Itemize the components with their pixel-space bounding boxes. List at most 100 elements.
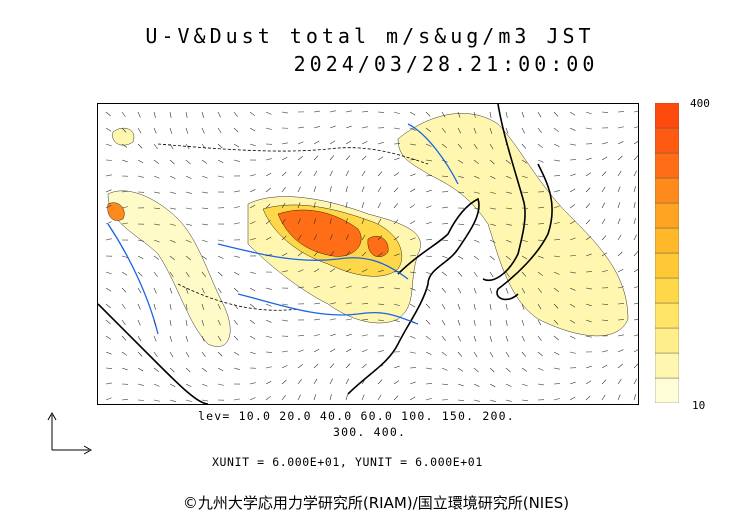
wind-arrow — [377, 171, 383, 177]
wind-arrow — [169, 383, 176, 388]
wind-arrow — [265, 287, 272, 290]
wind-arrow — [121, 190, 128, 193]
wind-arrow — [537, 319, 542, 326]
wind-arrow — [425, 335, 431, 341]
wind-arrow — [393, 187, 399, 193]
wind-arrow — [425, 221, 432, 225]
wind-arrow — [553, 367, 560, 370]
copyright-credit: ©九州大学応用力学研究所(RIAM)/国立環境研究所(NIES) — [182, 494, 570, 512]
wind-arrow — [473, 239, 480, 243]
wind-arrow — [121, 111, 126, 118]
wind-arrow — [585, 236, 592, 241]
wind-arrow — [569, 287, 576, 291]
wind-arrow — [105, 303, 111, 309]
colorbar-swatch — [655, 227, 679, 254]
wind-arrow — [505, 383, 512, 387]
wind-arrow — [457, 399, 464, 402]
wind-arrow — [169, 303, 172, 310]
wind-arrow — [409, 111, 416, 116]
wind-arrow — [217, 351, 223, 357]
wind-arrow — [569, 271, 576, 274]
wind-arrow — [137, 319, 141, 326]
wind-arrow — [201, 159, 208, 164]
wind-arrow — [105, 382, 112, 385]
wind-arrow — [361, 202, 365, 209]
wind-arrow — [553, 221, 560, 225]
wind-arrow — [505, 175, 512, 179]
wind-arrow — [297, 251, 303, 257]
wind-arrow — [361, 186, 365, 193]
wind-arrow — [201, 271, 207, 277]
wind-arrow — [137, 143, 143, 149]
wind-arrow — [329, 378, 333, 385]
wind-arrow — [457, 351, 463, 357]
wind-arrow — [249, 351, 256, 355]
wind-arrow — [185, 303, 188, 310]
colorbar-min-label: 10 — [692, 399, 706, 412]
wind-arrow — [393, 335, 400, 338]
wind-arrow — [281, 186, 286, 193]
wind-arrow — [521, 383, 528, 387]
wind-arrow — [425, 271, 432, 275]
wind-arrow — [217, 287, 222, 294]
wind-arrow — [249, 238, 256, 241]
wind-arrow — [105, 397, 112, 401]
wind-arrow — [505, 319, 508, 326]
wind-arrow — [377, 186, 382, 193]
wind-arrow — [185, 367, 191, 373]
colorbar-swatch — [655, 302, 679, 329]
dust-map — [97, 103, 639, 405]
wind-arrow — [377, 252, 384, 257]
wind-arrow — [457, 223, 465, 225]
wind-arrow — [473, 111, 476, 118]
wind-arrow — [121, 335, 127, 341]
wind-arrow — [409, 319, 416, 324]
wind-arrow — [473, 175, 480, 179]
wind-arrow — [201, 367, 207, 372]
wind-arrow — [121, 351, 128, 356]
wind-arrow — [265, 127, 272, 130]
wind-arrow — [169, 351, 174, 358]
wind-arrow — [137, 351, 143, 357]
wind-arrow — [633, 302, 638, 305]
wind-arrow — [233, 111, 238, 117]
wind-arrow — [585, 335, 592, 338]
wind-arrow — [425, 319, 431, 325]
wind-arrow — [489, 127, 493, 134]
wind-arrow — [441, 271, 447, 276]
wind-arrow — [185, 223, 192, 226]
wind-arrow — [633, 378, 638, 385]
wind-arrow — [281, 319, 288, 322]
wind-arrow — [537, 287, 542, 293]
wind-arrow — [169, 159, 175, 165]
wind-arrow — [233, 222, 240, 225]
wind-arrow — [441, 159, 448, 163]
wind-arrow — [217, 271, 223, 277]
wind-arrow — [393, 287, 400, 290]
wind-arrow — [473, 287, 477, 294]
wind-arrow — [201, 303, 205, 310]
wind-arrow — [121, 255, 128, 258]
wind-arrow — [265, 303, 272, 307]
wind-arrow — [457, 287, 462, 294]
wind-arrow — [633, 363, 638, 369]
wind-arrow — [185, 319, 188, 326]
wind-arrow — [105, 335, 112, 340]
wind-arrow — [217, 111, 221, 118]
wind-arrow — [361, 251, 367, 257]
wind-arrow — [489, 191, 496, 194]
wind-arrow — [345, 186, 348, 193]
wind-arrow — [377, 364, 384, 369]
wind-arrow — [633, 251, 638, 257]
wind-arrow — [521, 351, 527, 357]
wind-arrow — [409, 271, 416, 274]
wind-arrow — [393, 127, 400, 130]
wind-arrow — [137, 255, 144, 260]
wind-arrow — [569, 381, 576, 385]
wind-arrow — [265, 254, 272, 257]
wind-arrow — [537, 255, 544, 259]
wind-arrow — [249, 397, 256, 401]
wind-arrow — [249, 111, 255, 116]
wind-arrow — [425, 287, 431, 292]
wind-arrow — [441, 319, 446, 326]
